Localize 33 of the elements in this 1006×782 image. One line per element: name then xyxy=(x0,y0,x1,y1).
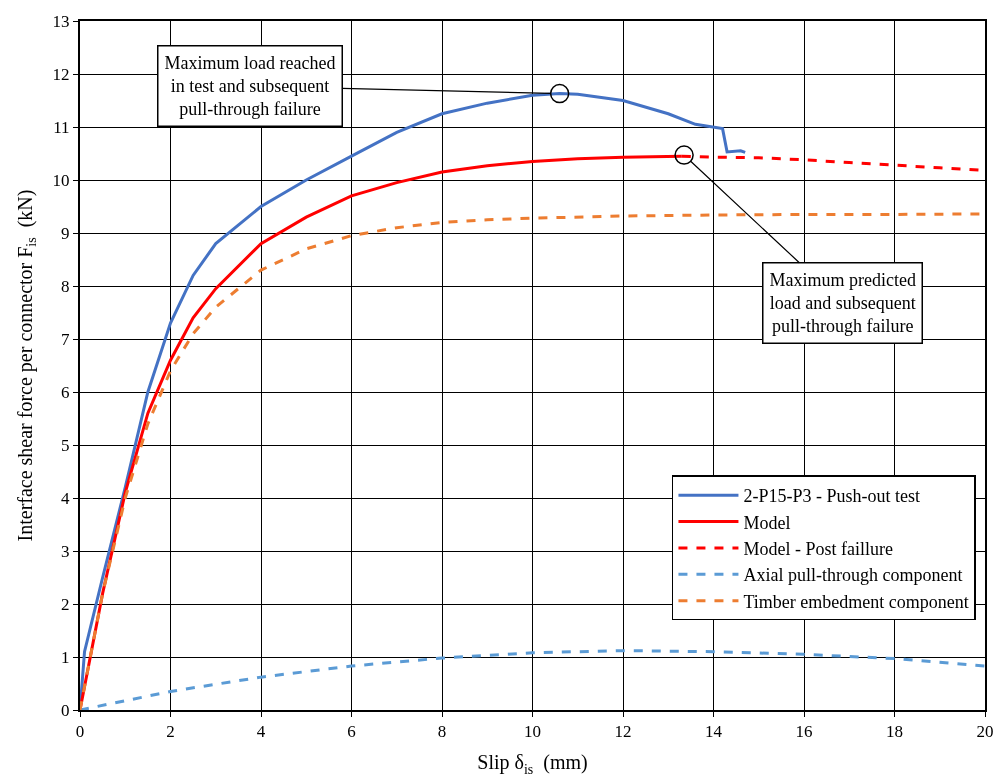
annotation: Maximum predicted load and subsequent pull-through failure xyxy=(769,269,916,337)
annotation: Maximum load reached in test and subsequent pull-through failure xyxy=(164,52,336,120)
legend-label: Model xyxy=(743,512,791,533)
x-tick-label: 12 xyxy=(614,722,632,742)
x-tick-label: 16 xyxy=(795,722,813,742)
x-tick-label: 18 xyxy=(886,722,903,742)
x-tick-label: 8 xyxy=(437,722,447,742)
x-tick-label: 4 xyxy=(256,722,266,742)
y-tick-label: 6 xyxy=(61,382,70,402)
y-tick-label: 9 xyxy=(61,223,70,243)
y-tick-label: 3 xyxy=(61,541,70,561)
legend-label: Axial pull-through component xyxy=(743,565,963,586)
y-tick-label: 7 xyxy=(61,329,71,349)
y-tick-label: 1 xyxy=(61,647,70,667)
y-tick-label: 10 xyxy=(52,170,70,190)
x-axis-title: Slip δ$_{is}$ (mm) xyxy=(477,751,588,777)
x-tick-label: 0 xyxy=(75,722,85,742)
y-tick-label: 0 xyxy=(61,700,70,720)
x-tick-label: 2 xyxy=(166,722,175,742)
x-tick-label: 14 xyxy=(705,722,723,742)
y-tick-label: 4 xyxy=(61,488,71,508)
y-tick-label: 5 xyxy=(61,435,70,455)
legend-label: Model - Post faillure xyxy=(743,538,893,559)
legend-label: Timber embedment component xyxy=(743,591,969,612)
x-tick-label: 6 xyxy=(347,722,356,742)
y-tick-label: 12 xyxy=(52,64,70,84)
y-tick-label: 2 xyxy=(61,594,70,614)
x-tick-label: 20 xyxy=(976,722,994,742)
x-tick-label: 10 xyxy=(524,722,541,742)
y-tick-label: 8 xyxy=(61,276,70,296)
y-tick-label: 11 xyxy=(53,117,70,137)
y-tick-label: 13 xyxy=(52,11,70,31)
legend-label: 2-P15-P3 - Push-out test xyxy=(743,486,920,507)
